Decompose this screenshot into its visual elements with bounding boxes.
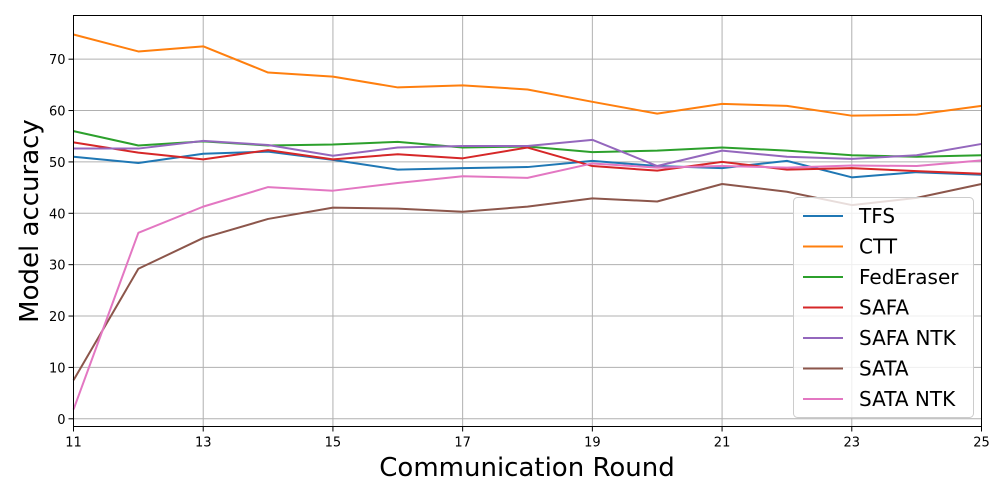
y-axis-label: Model accuracy	[15, 119, 45, 323]
legend-label: SATA	[859, 357, 909, 381]
series-line-ctt	[73, 33, 982, 117]
x-axis-label: Communication Round	[379, 453, 674, 483]
legend-label: TFS	[858, 204, 895, 228]
x-tick-label: 21	[714, 436, 731, 451]
x-tick-label: 15	[325, 436, 342, 451]
series-line-sata-ntk	[72, 159, 982, 410]
x-tick-label: 25	[973, 436, 990, 451]
y-tick-label: 20	[49, 310, 66, 325]
y-tick-label: 40	[49, 207, 66, 222]
x-tick-label: 17	[454, 436, 471, 451]
legend-box	[793, 197, 974, 418]
legend-label: CTT	[859, 235, 898, 259]
y-tick-label: 30	[49, 259, 66, 274]
x-tick-label: 11	[65, 436, 82, 451]
y-tick-label: 10	[49, 361, 66, 376]
y-tick-label: 0	[57, 413, 65, 428]
y-axis-ticks: 0 10 20 30 40 50 60 70	[49, 53, 74, 428]
legend-label: SAFA	[859, 296, 909, 320]
x-tick-label: 13	[195, 436, 212, 451]
x-axis-ticks: 11 13 15 17 19 21 23 25	[65, 426, 990, 451]
legend-label: FedEraser	[859, 265, 959, 289]
series-line-safa	[73, 141, 982, 175]
plot-frame	[73, 15, 982, 427]
legend: TFS CTT FedEraser SAFA SAFA NTK SATA SATA NTK	[793, 197, 974, 418]
x-tick-label: 23	[844, 436, 861, 451]
y-tick-label: 60	[49, 105, 66, 120]
series-line-tfs	[73, 150, 982, 179]
x-tick-label: 19	[584, 436, 601, 451]
series-line-safa-ntk	[73, 138, 982, 168]
y-tick-label: 50	[49, 156, 66, 171]
legend-label: SAFA NTK	[859, 326, 957, 350]
legend-label: SATA NTK	[859, 387, 956, 411]
y-tick-label: 70	[49, 53, 66, 68]
